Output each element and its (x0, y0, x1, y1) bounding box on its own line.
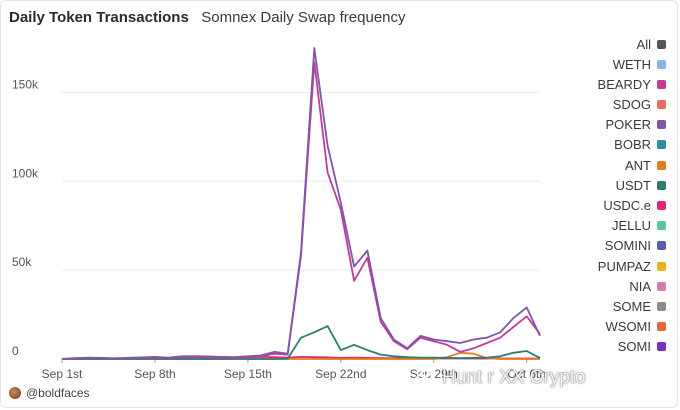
legend-item-somini[interactable]: SOMINI (536, 236, 666, 256)
legend-swatch (657, 322, 666, 332)
series-line-beardy[interactable] (61, 61, 541, 360)
watermark-text: Hunt r XX Crypto (442, 367, 586, 388)
chart-title: Daily Token Transactions (9, 9, 189, 26)
legend-label: ANT (625, 157, 651, 173)
legend-swatch (657, 261, 666, 271)
legend-item-bobr[interactable]: BOBR (536, 135, 666, 155)
grid-lines (62, 91, 540, 271)
legend-label: SDOG (612, 97, 651, 113)
legend-item-usdt[interactable]: USDT (536, 175, 666, 195)
y-tick-label: 0 (12, 344, 19, 358)
legend-label: POKER (605, 117, 651, 133)
legend-swatch (657, 301, 666, 311)
legend-swatch (657, 342, 666, 352)
legend-item-somi[interactable]: SOMI (536, 337, 666, 357)
binance-logo-icon (414, 367, 436, 389)
legend-swatch (657, 160, 666, 170)
legend-swatch (657, 140, 666, 150)
legend-label: SOMINI (604, 238, 651, 254)
chart-header: Daily Token Transactions Somnex Daily Sw… (9, 9, 406, 29)
y-tick-label: 100k (12, 166, 39, 180)
legend-swatch (657, 281, 666, 291)
axes: 0 50k 100k 150k Sep 1st Sep 8th Sep 15th Sep 22… (12, 77, 546, 381)
legend-swatch (657, 59, 666, 69)
legend-label: USDC.e (603, 198, 651, 213)
legend-label: JELLU (611, 218, 651, 234)
legend-item-some[interactable]: SOME (536, 296, 666, 316)
legend-label: USDT (615, 177, 651, 193)
legend-item-usdc-e[interactable]: USDC.e (536, 196, 666, 216)
legend-swatch (657, 180, 666, 190)
legend-label: PUMPAZ (597, 258, 651, 274)
legend-label: SOME (612, 298, 651, 314)
legend-swatch (657, 120, 666, 130)
series-lines (61, 47, 541, 360)
series-line-usdt[interactable] (62, 325, 541, 360)
x-tick-label: Sep 8th (134, 367, 175, 381)
legend-item-wsomi[interactable]: WSOMI (536, 317, 666, 337)
legend-label: WSOMI (605, 319, 652, 335)
legend-label: SOMI (617, 339, 651, 355)
legend-item-pumpaz[interactable]: PUMPAZ (536, 256, 666, 276)
x-tick-label: Oct 6th (507, 367, 546, 381)
legend-label: BOBR (614, 137, 651, 153)
legend-item-poker[interactable]: POKER (536, 115, 666, 135)
legend-swatch (657, 39, 666, 49)
avatar (9, 387, 21, 399)
x-tick-label: Sep 29th (410, 367, 458, 381)
legend-item-nia[interactable]: NIA (536, 276, 666, 296)
legend-item-ant[interactable]: ANT (536, 155, 666, 175)
legend-label: BEARDY (597, 76, 651, 92)
legend-label: WETH (612, 56, 651, 72)
series-line-all[interactable] (61, 47, 541, 360)
legend-swatch (657, 79, 666, 89)
watermark: Hunt r XX Crypto (414, 367, 586, 389)
legend-item-all[interactable]: All (536, 34, 666, 54)
chart-subtitle: Somnex Daily Swap frequency (201, 9, 406, 26)
legend-swatch (657, 100, 666, 110)
x-tick-label: Sep 22nd (315, 367, 366, 381)
chart-legend: All WETH BEARDY SDOG POKER BOBR ANT USDT USDC.e J… (536, 34, 666, 357)
legend-label: NIA (629, 278, 651, 294)
x-tick-label: Sep 1st (42, 367, 83, 381)
legend-item-sdog[interactable]: SDOG (536, 95, 666, 115)
legend-item-weth[interactable]: WETH (536, 54, 666, 74)
legend-swatch (657, 241, 666, 251)
legend-swatch (657, 201, 666, 210)
legend-item-beardy[interactable]: BEARDY (536, 74, 666, 94)
author-handle[interactable]: @boldfaces (26, 386, 90, 400)
y-tick-label: 50k (12, 255, 32, 269)
legend-label: All (636, 36, 651, 52)
footer-credit: @boldfaces (9, 386, 90, 400)
y-tick-label: 150k (12, 77, 39, 91)
legend-swatch (657, 221, 666, 231)
x-tick-label: Sep 15th (224, 367, 272, 381)
legend-item-jellu[interactable]: JELLU (536, 216, 666, 236)
